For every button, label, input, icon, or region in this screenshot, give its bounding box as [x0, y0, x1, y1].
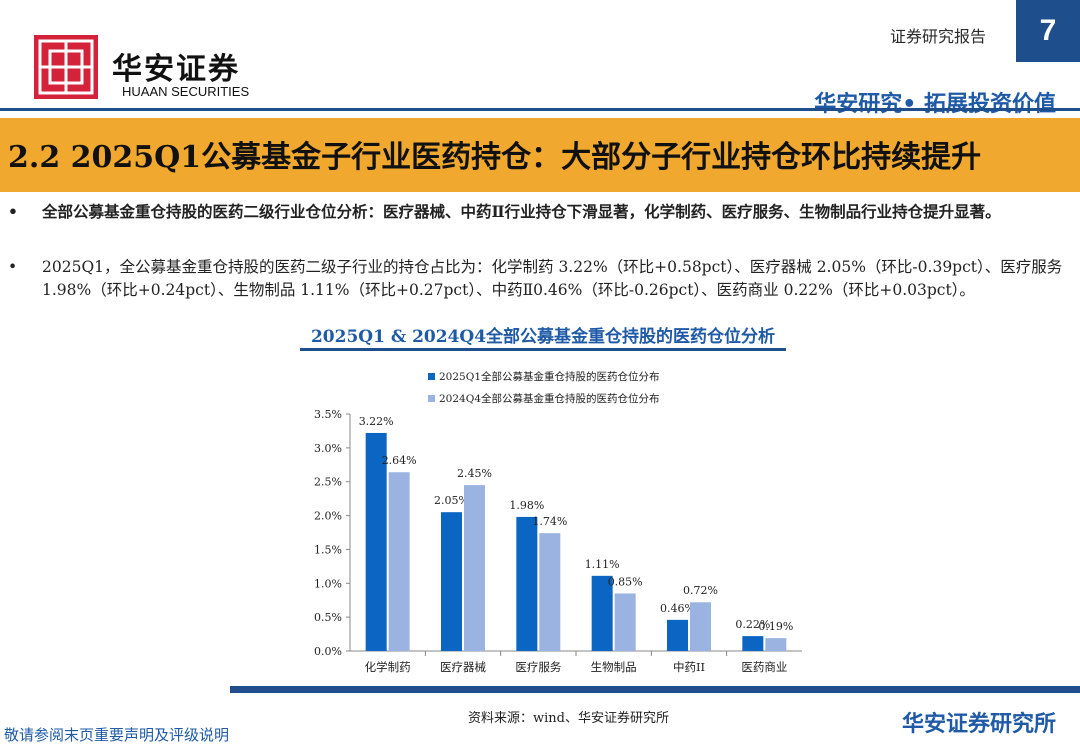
x-tick-label: 医疗器械 [440, 660, 486, 674]
data-label: 2.05% [434, 494, 469, 507]
data-label: 1.74% [532, 515, 567, 528]
legend-label: 2024Q4全部公募基金重仓持股的医药仓位分布 [439, 392, 660, 405]
slogan: 华安研究• 拓展投资价值 [814, 92, 1056, 117]
data-label: 1.98% [509, 499, 544, 512]
x-tick-label: 医疗服务 [515, 660, 561, 674]
logo-mark-icon [34, 35, 98, 99]
bar-q1-2025 [365, 432, 387, 651]
bar-q4-2024 [464, 485, 485, 651]
y-tick-label: 1.5% [314, 543, 342, 556]
y-tick-label: 3.5% [314, 408, 342, 421]
data-label: 2.45% [457, 467, 492, 480]
bar-q4-2024 [765, 638, 787, 651]
x-tick-label: 中药II [673, 660, 705, 674]
bar-q1-2025 [591, 575, 613, 651]
data-label: 0.19% [758, 620, 793, 633]
footer-brand: 华安证券研究所 [901, 712, 1056, 737]
title-bar [0, 118, 1080, 192]
data-label: 0.46% [660, 602, 695, 615]
disclaimer: 敬请参阅末页重要声明及评级说明 [4, 726, 230, 744]
bullet-1: • 全部公募基金重仓持股的医药二级行业仓位分析：医疗器械、中药Ⅱ行业持仓下滑显著… [8, 200, 1072, 223]
chart-title: 2025Q1 & 2024Q4全部公募基金重仓持股的医药仓位分析 [310, 327, 776, 347]
source-note: 资料来源：wind、华安证券研究所 [468, 711, 669, 726]
bullet-dot-icon: • [8, 258, 18, 276]
bullet-dot-icon: • [8, 202, 18, 221]
report-type: 证券研究报告 [890, 27, 987, 46]
bar-q1-2025 [667, 619, 688, 651]
x-tick-label: 医药商业 [741, 660, 787, 674]
legend-label: 2025Q1全部公募基金重仓持股的医药仓位分布 [439, 370, 660, 383]
data-label: 0.22% [735, 618, 770, 631]
bar-q1-2025 [742, 636, 764, 651]
data-label: 1.11% [585, 558, 620, 571]
logo-chinese: 华安证券 [112, 52, 240, 87]
x-tick-label: 化学制药 [365, 660, 411, 674]
y-tick-label: 3.0% [314, 442, 342, 455]
footer-divider [230, 686, 1080, 693]
bullet-2-text: 2025Q1，全公募基金重仓持股的医药二级子行业的持仓占比为：化学制药 3.22… [42, 258, 1063, 299]
page-number: 7 [1016, 0, 1080, 62]
y-tick-label: 0.5% [314, 611, 342, 624]
header-divider [0, 108, 1080, 111]
bar-q4-2024 [539, 533, 561, 651]
bar-q1-2025 [516, 516, 538, 651]
data-label: 0.85% [608, 575, 643, 588]
chart-title-divider [300, 348, 786, 351]
y-tick-label: 2.0% [314, 510, 342, 523]
legend-swatch [428, 395, 435, 402]
bar-q4-2024 [690, 602, 711, 651]
data-label: 3.22% [359, 415, 394, 428]
data-label: 2.64% [382, 454, 417, 467]
bar-q1-2025 [441, 512, 462, 651]
x-tick-label: 生物制品 [591, 660, 637, 674]
bullet-2: • 2025Q1，全公募基金重仓持股的医药二级子行业的持仓占比为：化学制药 3.… [8, 256, 1072, 302]
bullet-1-text: 全部公募基金重仓持股的医药二级行业仓位分析：医疗器械、中药Ⅱ行业持仓下滑显著，化… [42, 202, 1001, 221]
bar-q4-2024 [388, 472, 410, 651]
page-title: 2.2 2025Q1公募基金子行业医药持仓：大部分子行业持仓环比持续提升 [8, 140, 982, 175]
bar-q4-2024 [614, 593, 636, 651]
logo-english: HUAAN SECURITIES [122, 84, 250, 99]
bar-chart: 0.0% 0.5% 1.0% 1.5% 2.0% 2.5% 3.0% 3.5% 化学制药 3.22… [314, 370, 802, 674]
y-tick-label: 1.0% [314, 577, 342, 590]
y-tick-label: 0.0% [314, 645, 342, 658]
legend-swatch [428, 373, 435, 380]
y-tick-label: 2.5% [314, 476, 342, 489]
data-label: 0.72% [683, 584, 718, 597]
